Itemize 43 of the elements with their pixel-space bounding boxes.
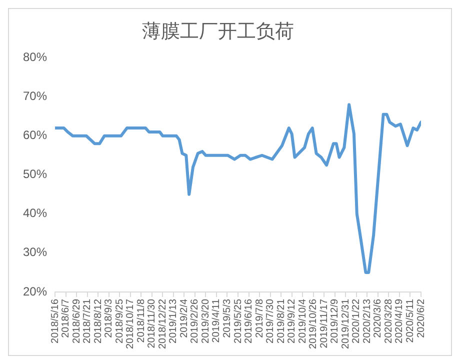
x-tick-label: 2018/11/8 [136, 298, 147, 343]
y-tick-label: 50% [22, 167, 48, 182]
x-tick-label: 2019/3/20 [200, 298, 212, 344]
x-tick-label: 2020/3/28 [383, 298, 394, 344]
x-tick-label: 2020/2/13 [362, 298, 373, 344]
x-tick-label: 2019/10/26 [308, 298, 320, 350]
x-tick-label: 2019/7/8 [254, 298, 266, 338]
x-tick-label: 2020/6/2 [416, 298, 427, 338]
x-tick-label: 2020/1/22 [351, 298, 362, 344]
x-tick-label: 2019/12/31 [340, 298, 352, 350]
y-tick-label: 30% [22, 245, 48, 260]
x-tick-label: 2018/11/30 [146, 298, 158, 348]
x-tick-label: 2019/7/30 [265, 298, 276, 344]
x-tick-label: 2018/12/22 [157, 298, 168, 350]
x-tick-label: 2019/11/17 [318, 298, 330, 348]
x-tick-label: 2018/6/29 [71, 298, 82, 344]
x-tick-label: 2019/4/11 [211, 298, 222, 343]
x-tick-label: 2019/9/12 [286, 298, 298, 344]
x-tick-label: 2018/10/17 [125, 298, 136, 350]
y-tick-label: 80% [22, 50, 48, 64]
x-tick-label: 2019/5/25 [232, 298, 244, 344]
x-tick-label: 2018/6/7 [60, 298, 72, 338]
x-tick-label: 2020/5/11 [404, 298, 416, 343]
x-tick-label: 2018/8/12 [92, 298, 104, 344]
x-tick-label: 2019/12/9 [330, 298, 341, 344]
x-tick-label: 2020/3/6 [372, 298, 384, 338]
x-tick-label: 2019/6/16 [244, 298, 255, 344]
y-tick-label: 40% [22, 206, 48, 220]
x-tick-label: 2018/9/3 [104, 298, 115, 338]
y-tick-label: 60% [22, 128, 48, 142]
x-tick-label: 2018/7/21 [82, 298, 94, 344]
x-tick-label: 2019/8/21 [276, 298, 287, 344]
x-tick-label: 2019/10/4 [297, 298, 308, 344]
x-tick-label: 2019/2/26 [190, 298, 201, 344]
x-tick-label: 2018/5/16 [50, 298, 61, 344]
x-tick-label: 2018/9/25 [114, 298, 126, 344]
y-tick-label: 70% [22, 89, 48, 104]
x-tick-label: 2019/5/3 [222, 298, 233, 338]
chart-title: 薄膜工厂开工负荷 [142, 22, 294, 43]
x-tick-label: 2019/2/4 [178, 298, 190, 338]
x-tick-label: 2020/4/19 [394, 298, 406, 344]
y-tick-label: 20% [22, 284, 48, 298]
x-tick-label: 2019/1/13 [168, 298, 180, 344]
